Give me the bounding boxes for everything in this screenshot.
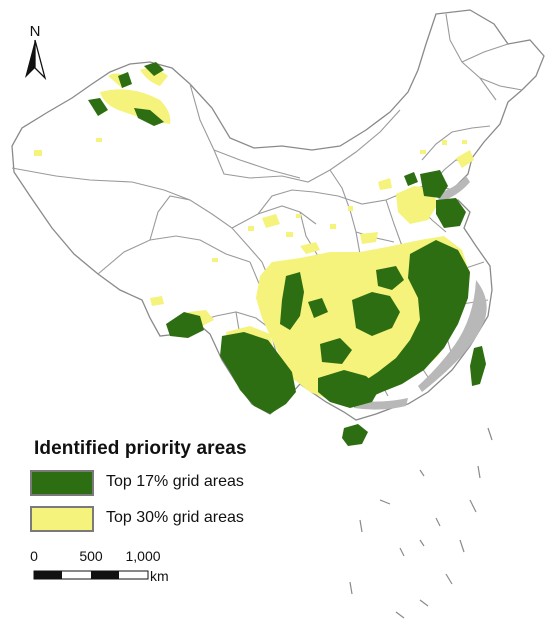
scale-tick-1000: 1,000	[125, 548, 161, 564]
legend-title: Identified priority areas	[34, 438, 247, 459]
legend-swatch-top30	[30, 506, 94, 532]
scale-tick-0: 0	[30, 548, 38, 564]
legend-item-top17: Top 17% grid areas	[22, 470, 312, 496]
scale-bar-graphic	[33, 570, 149, 580]
scale-bar: 0 500 1,000 km	[28, 548, 188, 588]
legend-swatch-top17	[30, 470, 94, 496]
top-17-areas	[88, 62, 486, 446]
top-30-speckles	[34, 138, 467, 262]
coastal-fringe	[352, 176, 487, 410]
south-sea-islands	[349, 427, 493, 619]
north-arrow-icon: N	[25, 23, 47, 81]
map-legend: Identified priority areas Top 17% grid a…	[22, 438, 312, 542]
north-arrow-label: N	[30, 23, 41, 40]
scale-unit: km	[150, 568, 169, 584]
scale-tick-500: 500	[79, 548, 103, 564]
legend-label-top17: Top 17% grid areas	[106, 473, 244, 490]
legend-label-top30: Top 30% grid areas	[106, 509, 244, 526]
legend-item-top30: Top 30% grid areas	[22, 506, 312, 532]
